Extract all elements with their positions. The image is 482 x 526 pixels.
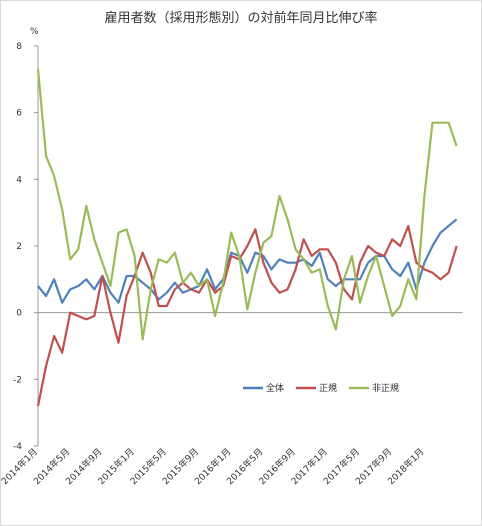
legend-label: 非正規	[372, 382, 399, 394]
series-line	[37, 218, 458, 304]
chart-title: 雇用者数（採用形態別）の対前年同月比伸び率	[104, 10, 377, 26]
y-unit: %	[30, 27, 39, 37]
y-tick-label: 8	[16, 42, 22, 52]
legend-label: 全体	[266, 382, 284, 394]
y-tick-label: 6	[16, 109, 22, 119]
legend-label: 正規	[319, 383, 337, 394]
y-tick-label: 0	[16, 309, 22, 319]
series-line	[36, 224, 458, 407]
y-tick-label: 2	[16, 242, 22, 252]
y-tick-label: -4	[13, 442, 22, 452]
y-tick-label: -2	[13, 375, 22, 385]
series-line	[36, 69, 458, 341]
y-tick-label: 4	[16, 175, 22, 185]
